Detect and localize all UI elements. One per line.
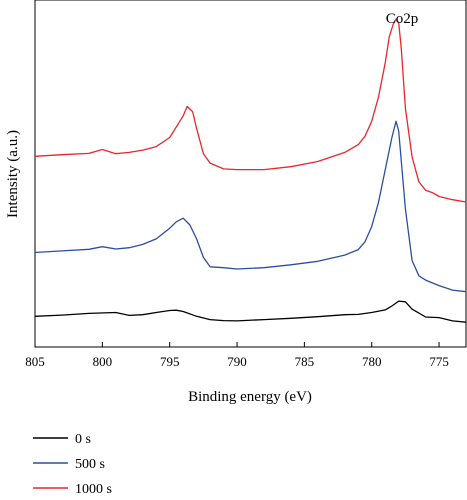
x-tick-label: 775 xyxy=(429,354,449,369)
x-axis-ticks: 805 800 795 790 785 780 775 xyxy=(25,342,449,369)
series-line-2 xyxy=(34,18,467,203)
annotation-co2p: Co2p xyxy=(386,11,419,27)
legend: 0 s 500 s 1000 s xyxy=(33,432,112,497)
legend-label: 1000 s xyxy=(75,482,112,497)
series-line-0 xyxy=(34,300,467,323)
series-layer xyxy=(34,18,467,323)
legend-label: 0 s xyxy=(75,432,91,447)
x-axis-label: Binding energy (eV) xyxy=(188,389,312,405)
y-axis-label: Intensity (a.u.) xyxy=(5,130,21,218)
x-tick-label: 800 xyxy=(93,354,113,369)
x-tick-label: 780 xyxy=(362,354,382,369)
plot-frame xyxy=(34,0,467,348)
x-tick-label: 795 xyxy=(160,354,180,369)
legend-label: 500 s xyxy=(75,457,105,472)
x-tick-label: 790 xyxy=(227,354,247,369)
series-line-1 xyxy=(34,120,467,293)
x-tick-label: 805 xyxy=(25,354,45,369)
x-tick-label: 785 xyxy=(295,354,315,369)
